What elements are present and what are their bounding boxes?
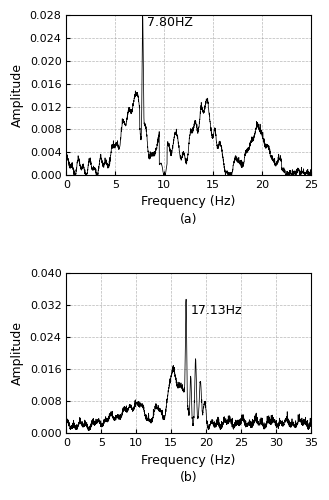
Text: 7.80HZ: 7.80HZ: [147, 16, 192, 30]
X-axis label: Frequency (Hz): Frequency (Hz): [141, 454, 236, 467]
Y-axis label: Amplitude: Amplitude: [11, 322, 24, 386]
Y-axis label: Amplitude: Amplitude: [11, 63, 24, 127]
Text: (a): (a): [180, 213, 197, 226]
Text: (b): (b): [180, 472, 197, 484]
X-axis label: Frequency (Hz): Frequency (Hz): [141, 196, 236, 208]
Text: 17.13Hz: 17.13Hz: [191, 304, 242, 318]
